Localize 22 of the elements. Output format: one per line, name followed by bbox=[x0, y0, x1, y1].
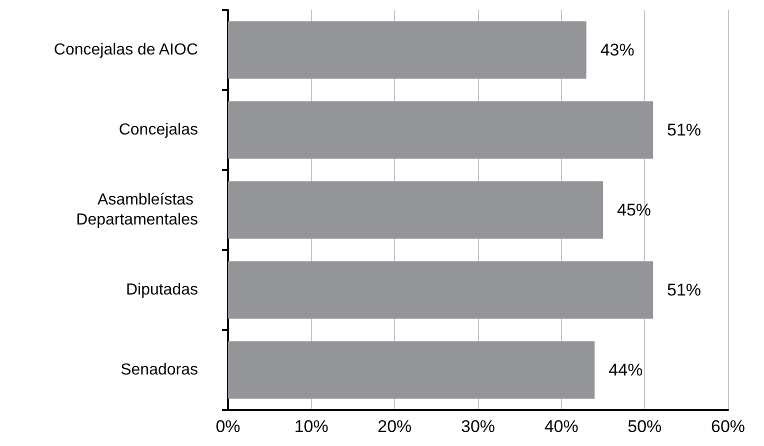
data-label: 43% bbox=[600, 40, 634, 60]
data-label: 45% bbox=[617, 200, 652, 220]
bar bbox=[228, 181, 603, 239]
x-tick-label: 60% bbox=[710, 417, 746, 436]
y-tick-label: Senadoras bbox=[120, 362, 198, 378]
bar bbox=[228, 261, 653, 319]
bar bbox=[228, 101, 653, 159]
bar bbox=[228, 21, 586, 79]
data-label: 51% bbox=[667, 120, 702, 140]
x-tick-label: 40% bbox=[544, 417, 578, 436]
x-tick-label: 0% bbox=[216, 417, 240, 436]
y-tick-label: Concejalas bbox=[118, 122, 198, 138]
y-tick-label: Asambleístas Departamentales bbox=[76, 192, 198, 228]
data-label: 51% bbox=[667, 280, 702, 300]
bar bbox=[228, 341, 595, 399]
x-tick-label: 10% bbox=[294, 417, 328, 436]
y-tick-label: Concejalas de AIOC bbox=[54, 42, 198, 58]
x-tick-label: 20% bbox=[378, 417, 412, 436]
x-tick-label: 30% bbox=[460, 417, 496, 436]
x-tick-label: 50% bbox=[628, 417, 662, 436]
y-tick-label: Diputadas bbox=[126, 282, 198, 298]
data-label: 44% bbox=[608, 360, 643, 380]
